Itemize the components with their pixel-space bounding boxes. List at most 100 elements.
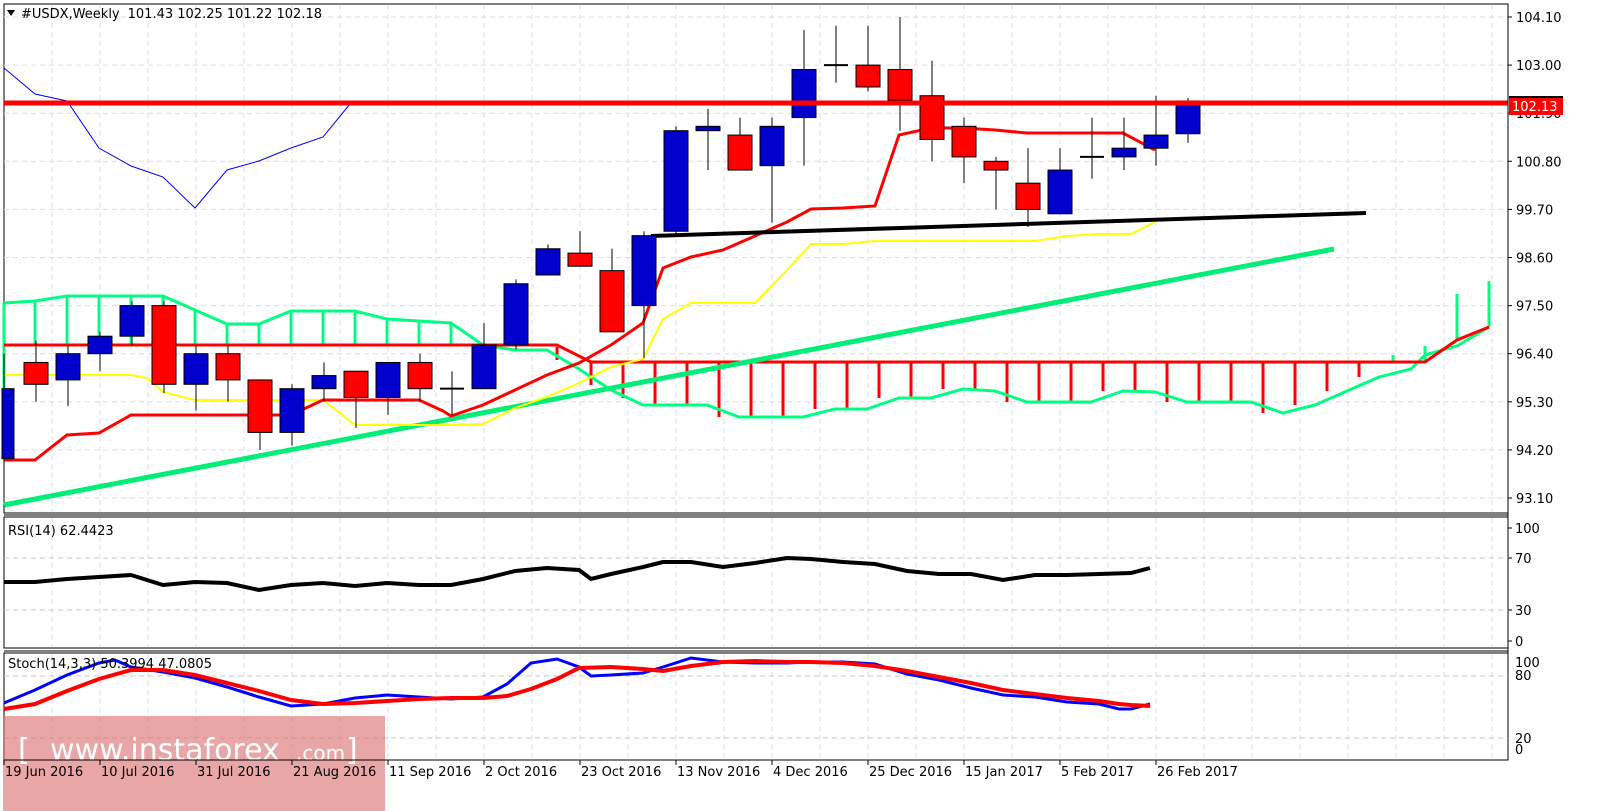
candle[interactable]	[87, 331, 113, 372]
candle[interactable]	[151, 301, 177, 394]
rsi-line	[4, 555, 1151, 593]
rsi-tick-label: 30	[1515, 604, 1532, 619]
candle[interactable]	[279, 384, 305, 446]
candle[interactable]	[727, 117, 753, 171]
candle[interactable]	[1047, 148, 1073, 215]
candle[interactable]	[55, 344, 81, 407]
candle[interactable]	[663, 126, 689, 236]
date-tick-label: 15 Jan 2017	[965, 765, 1043, 780]
price-tick-label: 93.10	[1516, 492, 1553, 507]
svg-text:www.instaforex: www.instaforex	[50, 733, 280, 768]
rsi-panel[interactable]: RSI(14) 62.4423	[3, 514, 1509, 649]
date-tick-label: 2 Oct 2016	[485, 765, 557, 780]
stoch-tick-label: 100	[1515, 656, 1540, 671]
price-tick-label: 104.10	[1516, 11, 1562, 26]
current-price-value: 102.13	[1512, 100, 1558, 115]
candle[interactable]	[791, 30, 817, 166]
candle[interactable]	[503, 279, 529, 350]
price-tick-label: 100.80	[1516, 155, 1562, 170]
stoch-d-line	[3, 658, 1151, 711]
chikou-line	[3, 67, 351, 209]
candle[interactable]	[440, 371, 464, 415]
candle[interactable]	[855, 25, 881, 92]
rsi-tick-label: 0	[1515, 635, 1523, 650]
candle[interactable]	[1015, 148, 1041, 227]
triangle-down-icon[interactable]	[7, 10, 15, 16]
price-tick-label: 94.20	[1516, 444, 1553, 459]
rsi-label: RSI(14) 62.4423	[8, 524, 114, 539]
price-tick-label: 98.60	[1516, 252, 1553, 267]
price-axis[interactable]: 104.10103.00101.90100.8099.7098.6097.509…	[1507, 4, 1562, 760]
candle[interactable]	[23, 340, 49, 402]
candle[interactable]	[759, 117, 785, 223]
candle[interactable]	[599, 248, 625, 333]
date-tick-label: 26 Feb 2017	[1157, 765, 1238, 780]
horizontal-grid	[4, 16, 1508, 499]
candle[interactable]	[183, 344, 209, 411]
rsi-grid	[51, 518, 1493, 647]
svg-text:]: ]	[346, 733, 358, 768]
rising-trendline	[3, 246, 1335, 508]
candle[interactable]	[631, 231, 657, 359]
price-tick-label: 99.70	[1516, 203, 1553, 218]
svg-text:[: [	[18, 733, 30, 768]
candle[interactable]	[983, 156, 1009, 210]
svg-text:.com: .com	[296, 741, 345, 765]
stoch-tick-label: 0	[1515, 743, 1523, 758]
rsi-tick-label: 70	[1515, 552, 1532, 567]
date-tick-label: 10 Jul 2016	[101, 765, 175, 780]
stoch-tick-label: 20	[1515, 732, 1532, 747]
stoch-k-line	[3, 656, 1151, 711]
ohlc-values: 101.43 102.25 101.22 102.18	[128, 7, 322, 22]
candle[interactable]	[407, 353, 433, 402]
candle[interactable]	[1, 353, 15, 498]
time-axis[interactable]: 19 Jun 2016 10 Jul 2016 31 Jul 2016 21 Aug …	[3, 759, 1508, 780]
price-tick-label: 97.50	[1516, 300, 1553, 315]
candle[interactable]	[567, 231, 593, 267]
rsi-axis: 100 70 30 0	[1508, 522, 1540, 650]
candle[interactable]	[247, 379, 273, 450]
symbol-label: #USDX,Weekly	[21, 7, 120, 22]
date-tick-label: 5 Feb 2017	[1061, 765, 1134, 780]
date-tick-label: 25 Dec 2016	[869, 765, 952, 780]
stoch-label: Stoch(14,3,3) 50.3994 47.0805	[8, 657, 212, 672]
candle[interactable]	[1143, 95, 1169, 166]
kijun-line	[4, 221, 1156, 426]
ichimoku-cloud	[2, 281, 1491, 419]
date-tick-label: 21 Aug 2016	[293, 765, 376, 780]
price-tick-label: 95.30	[1516, 396, 1553, 411]
neckline-support	[650, 211, 1367, 238]
stoch-tick-label: 80	[1515, 669, 1532, 684]
candle[interactable]	[343, 370, 369, 429]
candle[interactable]	[887, 17, 913, 131]
candle[interactable]	[471, 323, 497, 390]
candle[interactable]	[1175, 97, 1201, 143]
candle[interactable]	[215, 344, 241, 402]
instaforex-watermark: [ www.instaforex .com ]	[3, 716, 385, 811]
candle[interactable]	[824, 25, 848, 83]
date-tick-label: 23 Oct 2016	[581, 765, 661, 780]
date-tick-label: 31 Jul 2016	[197, 765, 271, 780]
candle[interactable]	[375, 361, 401, 415]
current-price-tag: 102.13	[1509, 96, 1563, 115]
candle[interactable]	[119, 301, 145, 345]
candlesticks[interactable]	[1, 17, 1201, 498]
candle[interactable]	[535, 244, 561, 276]
symbol-header: #USDX,Weekly 101.43 102.25 101.22 102.18	[7, 7, 322, 22]
candle[interactable]	[311, 362, 337, 402]
date-tick-label: 19 Jun 2016	[5, 765, 83, 780]
candle[interactable]	[1080, 117, 1104, 179]
date-tick-label: 13 Nov 2016	[677, 765, 760, 780]
vertical-grid	[51, 5, 1493, 512]
candle[interactable]	[1111, 117, 1137, 171]
price-tick-label: 96.40	[1516, 348, 1553, 363]
candle[interactable]	[695, 108, 721, 171]
date-tick-label: 11 Sep 2016	[389, 765, 471, 780]
date-tick-label: 4 Dec 2016	[773, 765, 848, 780]
main-price-panel[interactable]: #USDX,Weekly 101.43 102.25 101.22 102.18	[1, 3, 1509, 514]
rsi-tick-label: 100	[1515, 522, 1540, 537]
candle[interactable]	[951, 117, 977, 184]
